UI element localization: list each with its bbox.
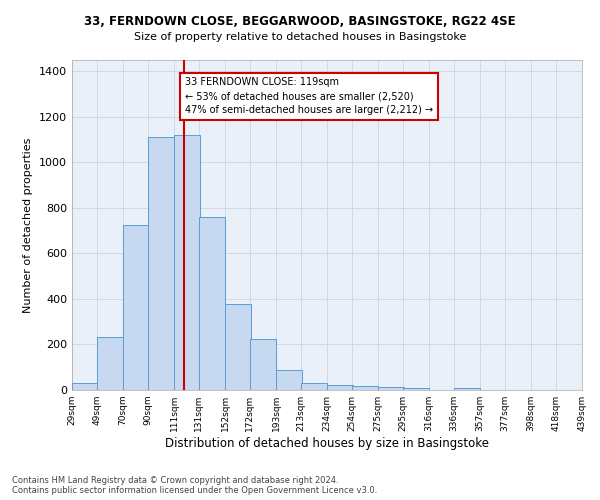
- Bar: [454, 388, 480, 390]
- Bar: [72, 382, 98, 390]
- Bar: [352, 386, 378, 390]
- Text: 33 FERNDOWN CLOSE: 119sqm
← 53% of detached houses are smaller (2,520)
47% of se: 33 FERNDOWN CLOSE: 119sqm ← 53% of detac…: [185, 78, 433, 116]
- Bar: [301, 384, 327, 390]
- Bar: [327, 385, 353, 390]
- Y-axis label: Number of detached properties: Number of detached properties: [23, 138, 34, 312]
- Bar: [225, 304, 251, 390]
- Bar: [378, 387, 404, 390]
- Text: Size of property relative to detached houses in Basingstoke: Size of property relative to detached ho…: [134, 32, 466, 42]
- Text: Contains HM Land Registry data © Crown copyright and database right 2024.: Contains HM Land Registry data © Crown c…: [12, 476, 338, 485]
- Bar: [148, 137, 174, 390]
- X-axis label: Distribution of detached houses by size in Basingstoke: Distribution of detached houses by size …: [165, 437, 489, 450]
- Bar: [276, 370, 302, 390]
- Text: 33, FERNDOWN CLOSE, BEGGARWOOD, BASINGSTOKE, RG22 4SE: 33, FERNDOWN CLOSE, BEGGARWOOD, BASINGST…: [84, 15, 516, 28]
- Bar: [97, 336, 123, 390]
- Bar: [199, 216, 225, 390]
- Text: Contains public sector information licensed under the Open Government Licence v3: Contains public sector information licen…: [12, 486, 377, 495]
- Bar: [123, 224, 149, 390]
- Bar: [403, 388, 429, 390]
- Bar: [174, 135, 200, 390]
- Bar: [250, 340, 276, 390]
